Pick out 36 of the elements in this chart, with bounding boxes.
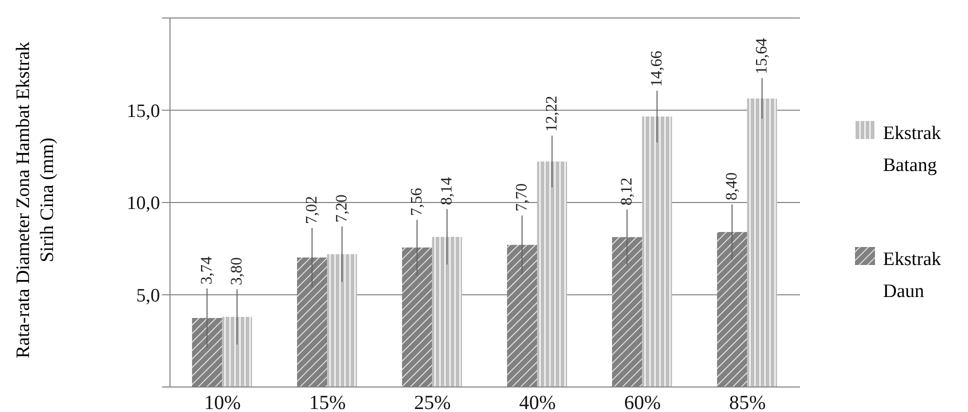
data-label: 8,12 <box>618 178 636 206</box>
bar <box>327 254 358 387</box>
x-tick-label: 60% <box>624 392 661 412</box>
data-label: 7,20 <box>334 194 351 222</box>
bar <box>297 257 328 387</box>
data-label: 7,70 <box>514 183 531 212</box>
data-label: 8,14 <box>438 177 456 206</box>
bar <box>432 236 462 387</box>
bar <box>507 244 538 387</box>
bar <box>537 162 568 387</box>
legend-label: Ekstrak Daun <box>883 248 942 304</box>
y-tick-label: 15,0 <box>126 100 160 122</box>
data-label: 12,22 <box>544 96 561 132</box>
data-label: 14,66 <box>648 50 666 87</box>
y-tick-label: 5,0 <box>136 285 160 306</box>
data-label: 3,74 <box>198 256 216 284</box>
bar <box>717 232 748 387</box>
data-label: 15,64 <box>754 38 771 74</box>
bar <box>612 237 642 387</box>
legend-label: Ekstrak Batang <box>883 122 942 178</box>
bar <box>402 248 432 387</box>
bar <box>222 316 252 387</box>
data-label: 8,40 <box>724 172 741 200</box>
x-tick-label: 25% <box>414 392 451 412</box>
data-label: 7,56 <box>408 188 426 216</box>
y-axis-title: Rata-rata Diameter Zona Hambat Ekstrak Sirih Cina (mm) <box>12 40 59 360</box>
x-tick-label: 85% <box>729 392 766 412</box>
data-label: 7,02 <box>304 196 321 224</box>
bar <box>642 116 672 387</box>
x-tick-label: 40% <box>519 392 556 412</box>
x-tick-label: 15% <box>309 392 346 412</box>
bar <box>192 318 222 387</box>
x-tick-label: 10% <box>204 392 241 412</box>
data-label: 3,80 <box>228 257 246 286</box>
bar <box>747 98 778 387</box>
y-tick-label: 10,0 <box>126 193 160 214</box>
